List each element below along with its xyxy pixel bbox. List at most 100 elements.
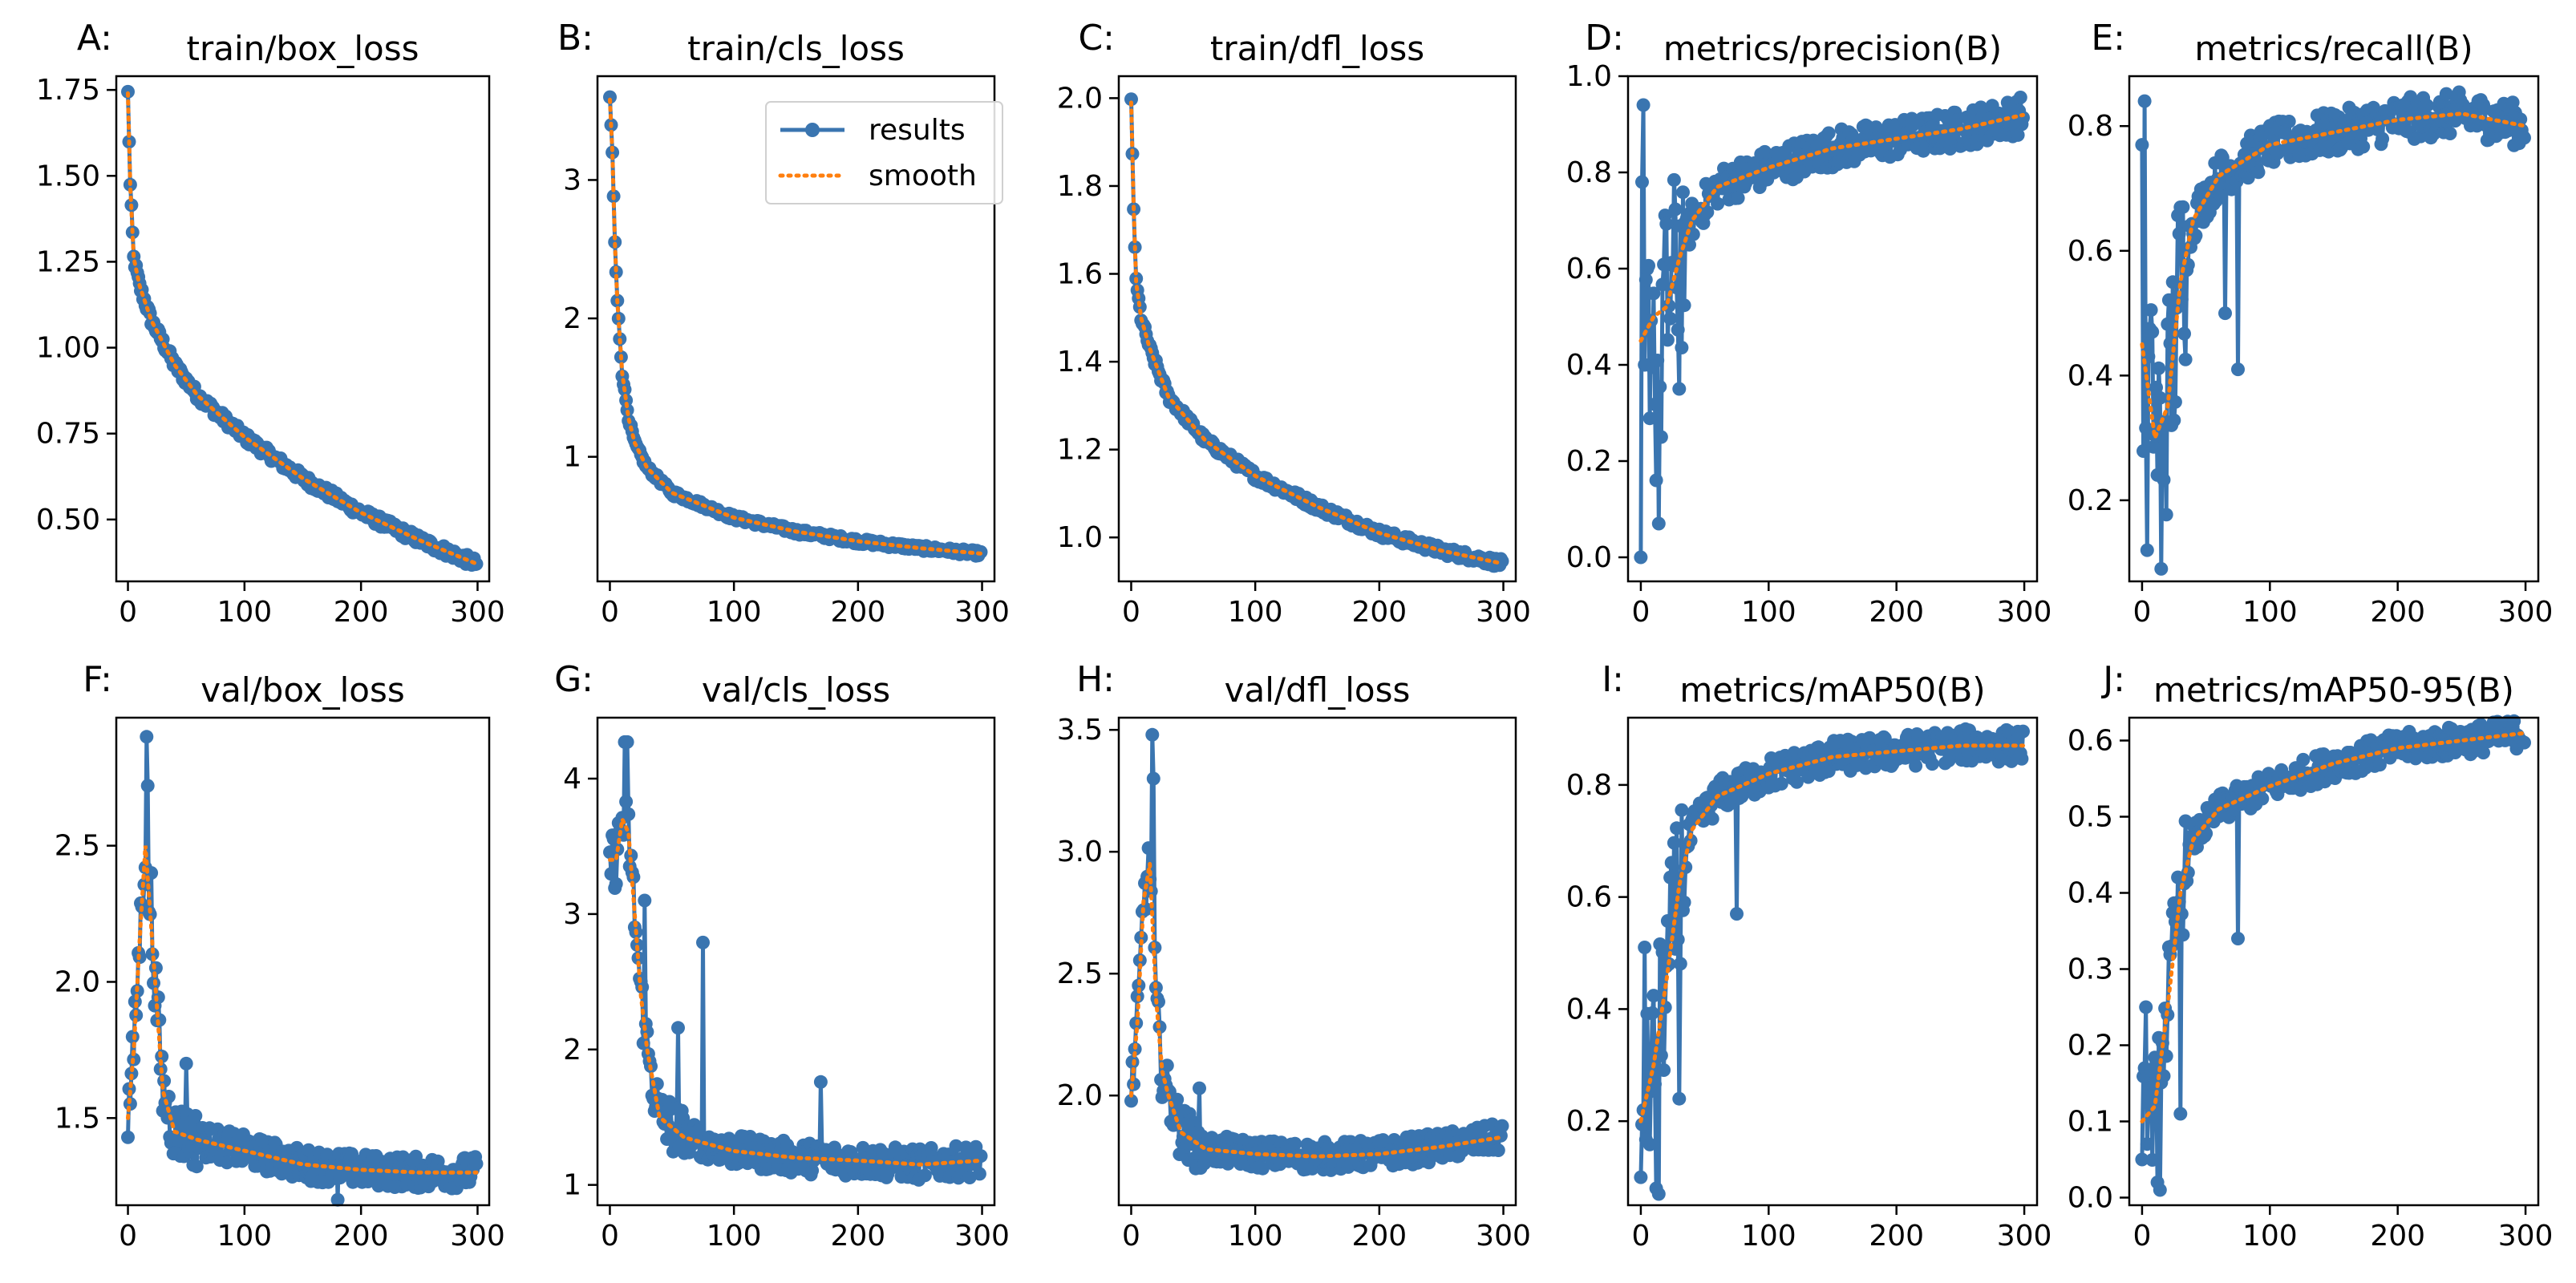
panel-title: metrics/recall(B) bbox=[2194, 29, 2473, 68]
x-tick-label: 200 bbox=[2370, 1220, 2425, 1253]
x-tick-label: 200 bbox=[334, 596, 389, 629]
results-point bbox=[2137, 94, 2152, 108]
results-point bbox=[1664, 856, 1679, 870]
axes-frame bbox=[1626, 716, 2039, 1207]
y-tick-label: 0.8 bbox=[1566, 156, 1612, 189]
results-point bbox=[2152, 361, 2166, 375]
results-point bbox=[2176, 200, 2190, 214]
x-tick-label: 100 bbox=[1741, 1220, 1796, 1253]
x-tick-label: 300 bbox=[1476, 1220, 1531, 1253]
smooth-line bbox=[608, 97, 983, 556]
results-point bbox=[2251, 165, 2266, 180]
x-tick-label: 100 bbox=[707, 596, 762, 629]
results-point bbox=[1160, 1058, 1174, 1073]
panel-letter: C: bbox=[1078, 18, 1115, 59]
axes-frame bbox=[2128, 75, 2540, 583]
results-point bbox=[2144, 303, 2158, 318]
axes-frame bbox=[115, 75, 491, 583]
results-point bbox=[2255, 791, 2270, 806]
x-tick-label: 200 bbox=[2370, 596, 2425, 629]
results-point bbox=[345, 1147, 358, 1161]
x-tick-label: 0 bbox=[119, 596, 137, 629]
results-point bbox=[1673, 957, 1687, 971]
y-tick-label: 3 bbox=[563, 164, 581, 196]
chart-panel: A: train/box_loss 0 100 200 300 0.50 0.75 1.00 1.… bbox=[36, 18, 505, 629]
results-point bbox=[1634, 550, 1648, 565]
y-tick-label: 0.2 bbox=[1566, 1105, 1612, 1138]
results-point bbox=[2477, 746, 2490, 760]
y-tick-label: 0.6 bbox=[1566, 253, 1612, 285]
results-point bbox=[2145, 325, 2160, 339]
results-point bbox=[2135, 1152, 2149, 1167]
smooth-line bbox=[126, 845, 479, 1175]
results-point bbox=[1774, 776, 1788, 791]
results-point bbox=[1655, 277, 1670, 292]
results-point bbox=[1672, 382, 1687, 396]
results-point bbox=[2154, 561, 2169, 576]
x-tick-label: 0 bbox=[2132, 596, 2151, 629]
panel-title: metrics/mAP50(B) bbox=[1679, 670, 1985, 710]
axes-frame bbox=[1626, 75, 2039, 583]
results-point bbox=[2173, 1107, 2188, 1121]
x-tick-label: 0 bbox=[1631, 1220, 1650, 1253]
results-point bbox=[2241, 171, 2255, 185]
y-tick-label: 2.0 bbox=[1057, 82, 1103, 115]
x-tick-label: 100 bbox=[2242, 596, 2298, 629]
legend: results smooth bbox=[765, 101, 1003, 204]
x-tick-label: 300 bbox=[450, 596, 505, 629]
smooth-line bbox=[1129, 863, 1505, 1159]
results-point bbox=[2139, 421, 2153, 435]
results-point bbox=[2139, 1000, 2153, 1014]
results-point bbox=[1636, 98, 1651, 112]
results-line bbox=[2140, 718, 2525, 1192]
smooth-line bbox=[2140, 111, 2526, 446]
y-tick-label: 3.5 bbox=[1057, 714, 1103, 747]
x-tick-label: 300 bbox=[1997, 1220, 2052, 1253]
results-point bbox=[1675, 341, 1689, 354]
results-point bbox=[1672, 1091, 1687, 1106]
results-point bbox=[1731, 191, 1745, 205]
smooth-line bbox=[1638, 743, 2025, 1123]
x-tick-label: 100 bbox=[1741, 596, 1796, 629]
results-point bbox=[1909, 759, 1923, 773]
chart-panel: I: metrics/mAP50(B) 0 100 200 300 0.2 0.4 0.6 0.8 bbox=[1566, 659, 2052, 1253]
panel-letter: B: bbox=[557, 18, 593, 59]
results-point bbox=[1655, 945, 1670, 959]
results-point bbox=[2177, 326, 2191, 341]
results-point bbox=[1653, 379, 1667, 394]
results-point bbox=[1152, 994, 1165, 1009]
y-tick-label: 1.25 bbox=[36, 245, 100, 278]
results-point bbox=[2172, 227, 2186, 241]
results-point bbox=[2149, 380, 2163, 395]
results-point bbox=[1821, 126, 1836, 140]
results-point bbox=[2016, 724, 2030, 739]
y-tick-label: 1.00 bbox=[36, 332, 100, 365]
panel-title: train/dfl_loss bbox=[1210, 29, 1424, 68]
y-tick-label: 2.0 bbox=[55, 965, 100, 998]
results-point bbox=[2443, 127, 2457, 140]
y-tick-label: 2 bbox=[563, 302, 581, 335]
x-tick-label: 200 bbox=[334, 1220, 389, 1253]
x-tick-label: 0 bbox=[2132, 1220, 2151, 1253]
results-point bbox=[2376, 132, 2390, 146]
results-point bbox=[2439, 87, 2453, 101]
results-point bbox=[1651, 1187, 1666, 1201]
y-tick-label: 2.5 bbox=[1057, 957, 1103, 990]
results-point bbox=[1491, 1143, 1505, 1157]
chart-panel: F: val/box_loss 0 100 200 300 1.5 2.0 2.5 bbox=[55, 659, 505, 1253]
y-tick-label: 1.0 bbox=[1057, 521, 1103, 554]
results-point bbox=[2159, 508, 2173, 522]
panel-title: train/cls_loss bbox=[687, 29, 905, 68]
results-point bbox=[140, 730, 154, 744]
y-tick-label: 1.5 bbox=[55, 1102, 100, 1135]
results-point bbox=[469, 1156, 484, 1171]
results-point bbox=[1642, 258, 1655, 273]
results-point bbox=[622, 807, 636, 821]
x-tick-label: 100 bbox=[2242, 1220, 2298, 1253]
results-point bbox=[1288, 1136, 1302, 1151]
x-tick-label: 300 bbox=[954, 1220, 1010, 1253]
results-point bbox=[1659, 217, 1674, 231]
results-point bbox=[1649, 473, 1663, 488]
chart-panel: D: metrics/precision(B) 0 100 200 300 0.0 0.2 0.… bbox=[1566, 18, 2052, 629]
smooth-line bbox=[2140, 731, 2526, 1123]
